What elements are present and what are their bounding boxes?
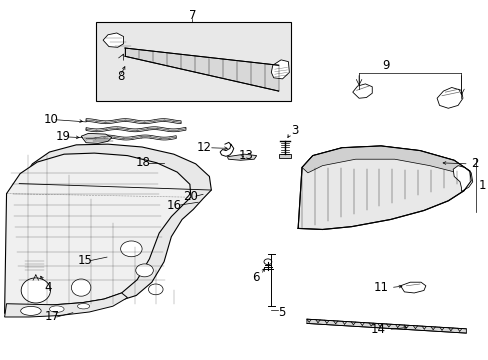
Text: 7: 7: [188, 9, 196, 22]
Polygon shape: [452, 166, 472, 192]
Polygon shape: [436, 87, 462, 108]
Text: 10: 10: [43, 113, 58, 126]
Polygon shape: [279, 154, 290, 158]
Text: 2: 2: [470, 157, 478, 170]
Text: 4: 4: [44, 281, 52, 294]
Circle shape: [136, 264, 153, 277]
Polygon shape: [86, 127, 185, 132]
Polygon shape: [4, 293, 127, 317]
Polygon shape: [81, 134, 112, 143]
Text: 17: 17: [44, 310, 59, 324]
Circle shape: [148, 284, 163, 295]
Polygon shape: [298, 146, 470, 229]
Bar: [96, 22, 290, 101]
Polygon shape: [165, 191, 203, 197]
Ellipse shape: [77, 303, 89, 309]
Text: 3: 3: [291, 124, 298, 137]
Text: 18: 18: [136, 156, 151, 169]
Text: 6: 6: [251, 271, 259, 284]
Polygon shape: [86, 135, 176, 140]
Ellipse shape: [21, 278, 50, 303]
Text: 20: 20: [183, 190, 198, 203]
Text: 15: 15: [77, 254, 92, 267]
Text: 12: 12: [196, 141, 211, 154]
Polygon shape: [18, 144, 211, 306]
Text: 16: 16: [167, 199, 182, 212]
Text: 11: 11: [372, 281, 387, 294]
Text: 19: 19: [55, 130, 70, 144]
Polygon shape: [4, 153, 190, 314]
Ellipse shape: [71, 279, 91, 296]
Text: 1: 1: [478, 179, 485, 192]
Polygon shape: [306, 319, 466, 333]
Polygon shape: [400, 282, 425, 293]
Polygon shape: [26, 262, 42, 272]
Polygon shape: [158, 160, 180, 166]
Ellipse shape: [49, 306, 64, 312]
Text: 13: 13: [238, 149, 253, 162]
Polygon shape: [103, 33, 123, 47]
Polygon shape: [125, 48, 278, 91]
Polygon shape: [352, 84, 371, 98]
Text: 8: 8: [118, 69, 125, 82]
Text: 14: 14: [370, 323, 385, 336]
Circle shape: [121, 241, 142, 257]
Circle shape: [264, 259, 271, 265]
Polygon shape: [21, 257, 47, 274]
Text: 5: 5: [277, 306, 285, 319]
Polygon shape: [227, 154, 256, 160]
Polygon shape: [271, 60, 289, 79]
Polygon shape: [302, 146, 469, 175]
Text: 9: 9: [382, 59, 389, 72]
Polygon shape: [86, 119, 181, 124]
Ellipse shape: [20, 306, 41, 315]
